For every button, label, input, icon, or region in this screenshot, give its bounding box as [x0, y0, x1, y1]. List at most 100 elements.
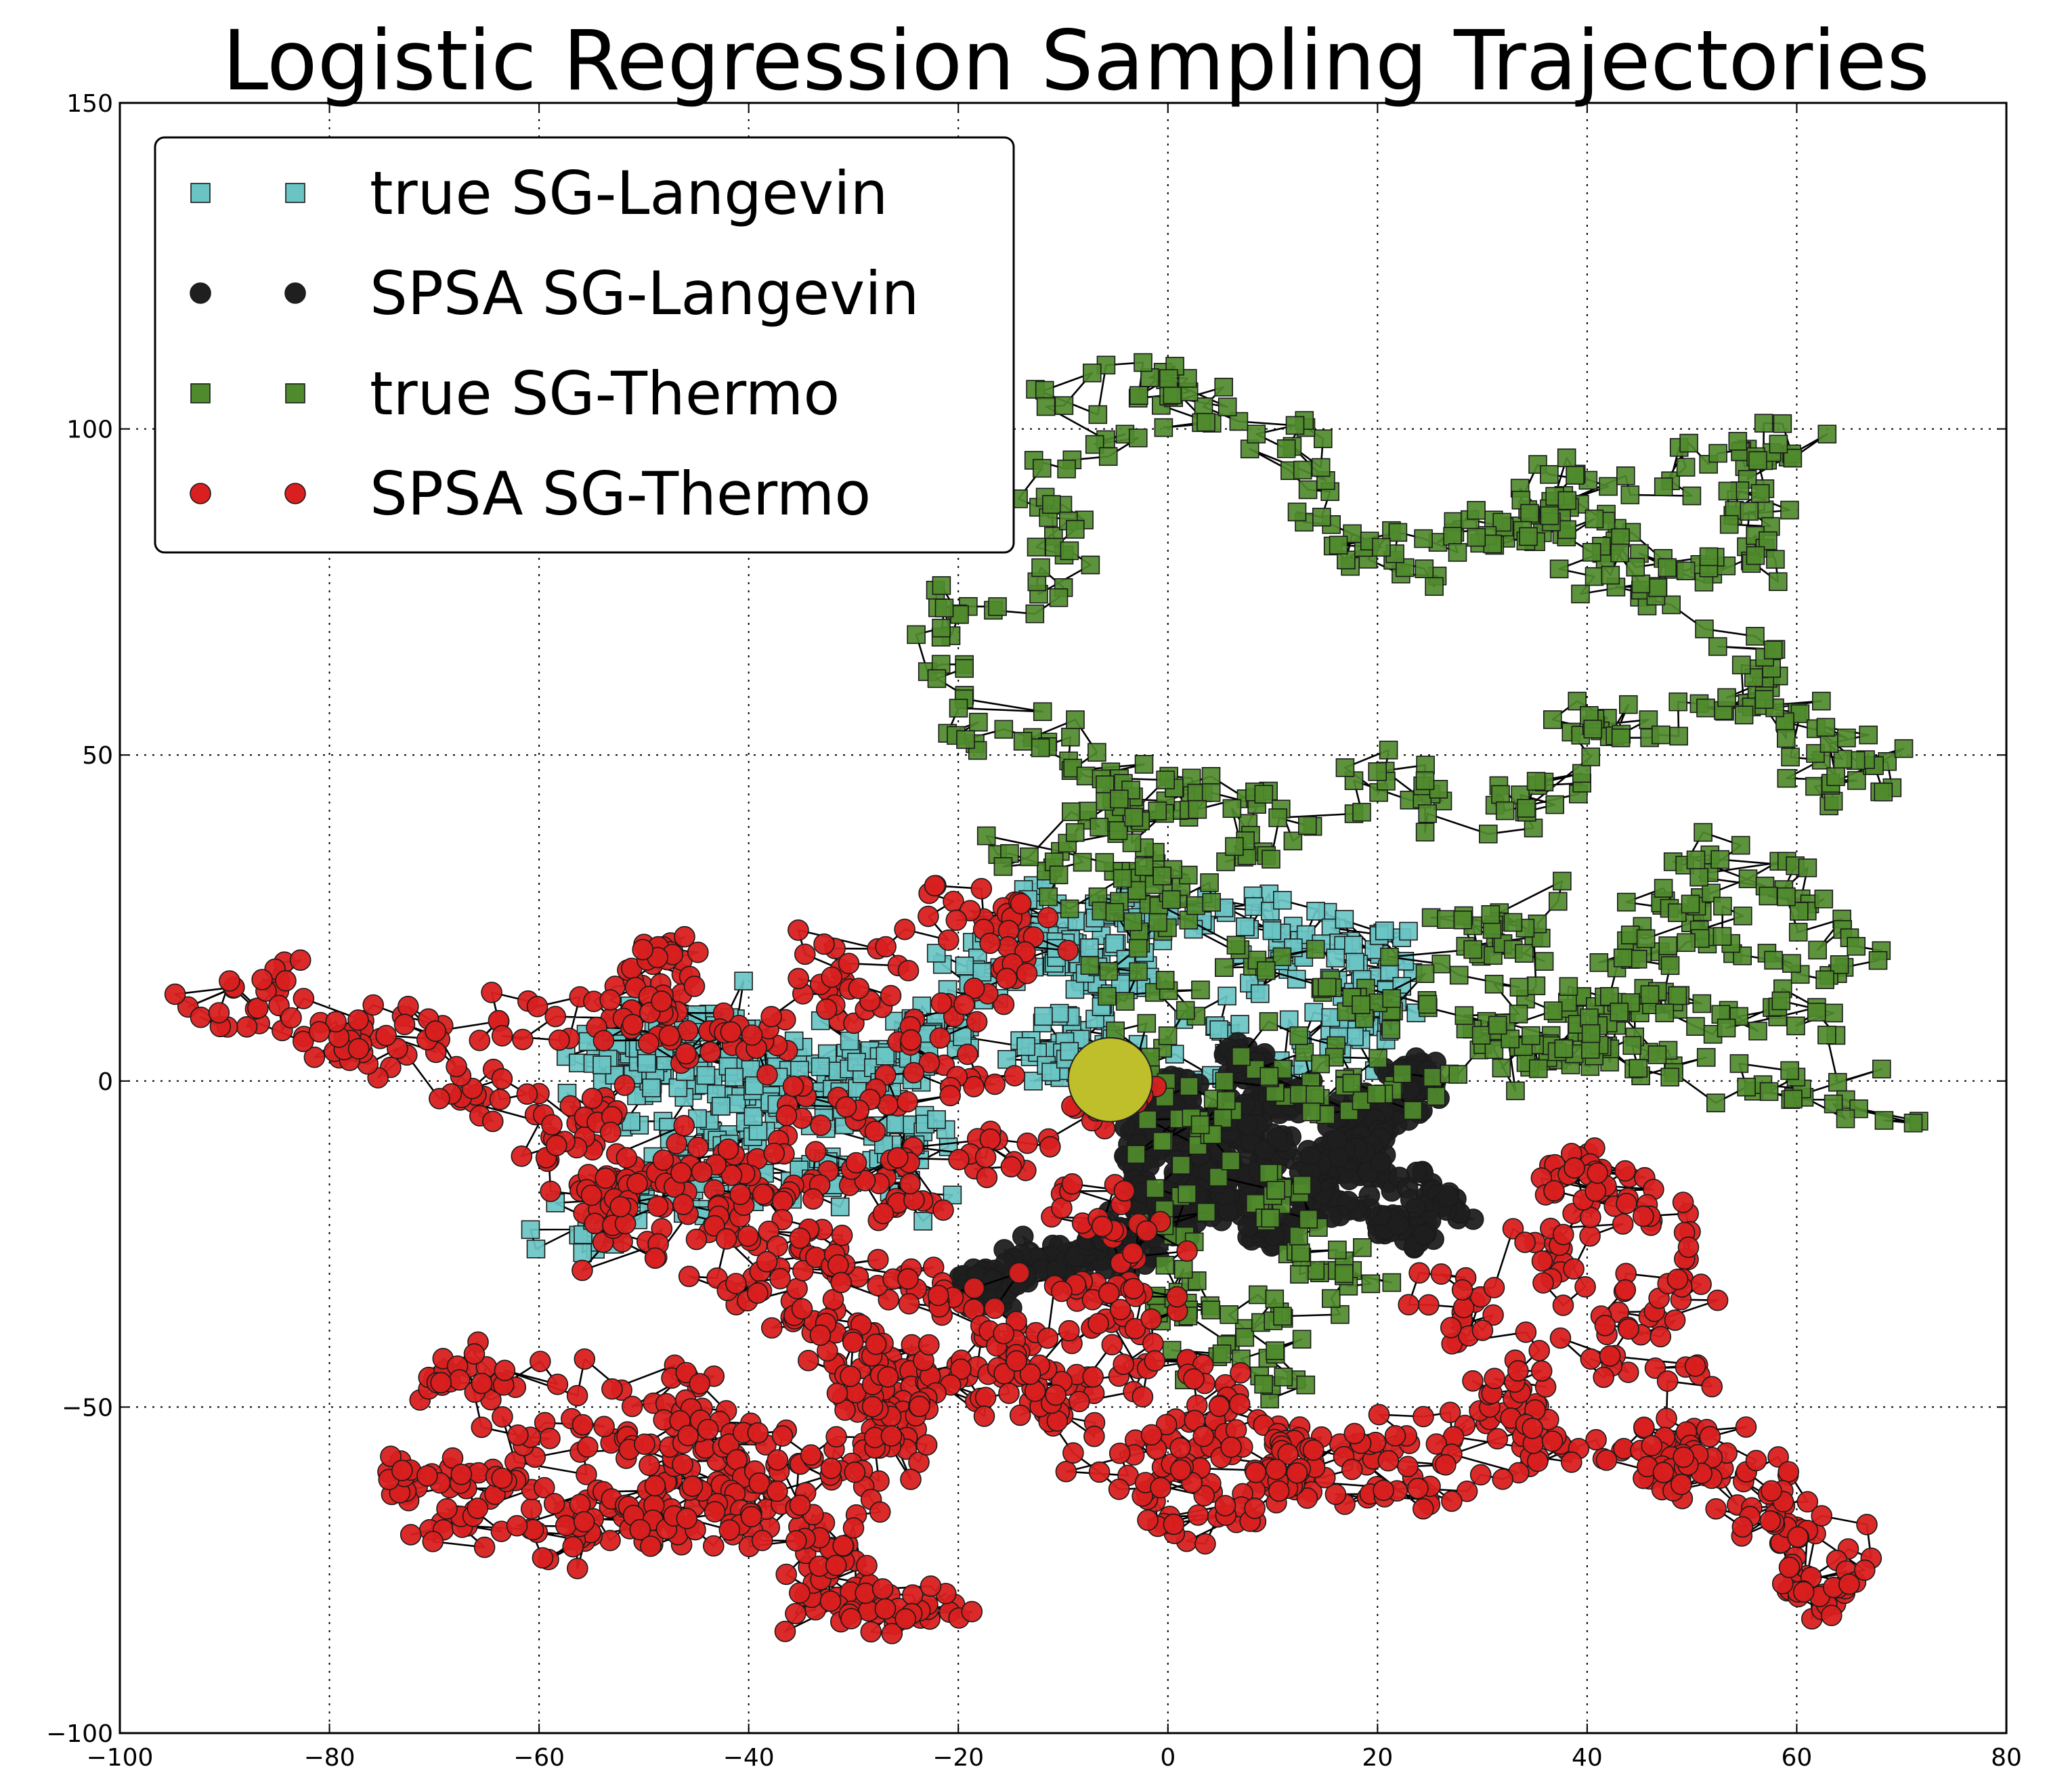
data-point: [599, 1121, 622, 1143]
data-point: [1154, 418, 1173, 437]
data-point: [1176, 1240, 1198, 1262]
data-point: [1098, 986, 1117, 1006]
data-point: [1526, 772, 1546, 791]
data-point: [469, 1030, 491, 1051]
data-point: [769, 1267, 791, 1290]
data-point: [1113, 1353, 1134, 1375]
data-point: [1681, 894, 1700, 914]
data-point: [1338, 1168, 1360, 1190]
x-tick-label: −20: [932, 1744, 984, 1772]
data-point: [1034, 1007, 1053, 1026]
data-point: [1173, 1260, 1193, 1279]
data-point: [581, 1087, 603, 1110]
data-point: [1754, 690, 1774, 709]
data-point: [1524, 818, 1543, 837]
data-point: [1583, 720, 1603, 739]
data-point: [400, 1524, 422, 1546]
start-point-marker: [1067, 1036, 1153, 1122]
data-point: [1033, 702, 1052, 721]
data-point: [1771, 991, 1791, 1011]
data-point: [969, 712, 988, 732]
data-point: [1156, 770, 1175, 789]
data-point: [1016, 1037, 1035, 1056]
data-point: [815, 998, 838, 1020]
data-point: [1140, 1308, 1162, 1330]
data-point: [1620, 925, 1640, 944]
data-point: [1599, 477, 1618, 496]
data-point: [840, 1031, 859, 1051]
data-point: [1322, 1289, 1341, 1308]
data-point: [599, 1529, 621, 1552]
data-point: [1128, 938, 1148, 958]
data-point: [1006, 1350, 1027, 1372]
data-point: [1209, 1167, 1228, 1187]
data-point: [973, 1405, 995, 1427]
data-point: [543, 1493, 565, 1514]
data-point: [599, 989, 622, 1011]
data-point: [436, 1498, 458, 1520]
data-point: [1134, 353, 1152, 372]
data-point: [1553, 871, 1572, 891]
data-point: [1782, 954, 1801, 973]
data-point: [1166, 1286, 1188, 1308]
data-point: [1894, 739, 1914, 758]
data-point: [1522, 1026, 1540, 1045]
legend-marker: [190, 483, 211, 504]
data-point: [1113, 1180, 1136, 1202]
data-point: [1201, 767, 1221, 786]
data-point: [1526, 976, 1546, 995]
data-point: [1805, 777, 1824, 796]
data-point: [520, 1498, 542, 1520]
data-point: [1272, 947, 1292, 967]
data-point: [1163, 1513, 1185, 1535]
data-point: [1230, 1362, 1251, 1384]
data-point: [876, 1047, 895, 1066]
data-point: [566, 1558, 588, 1579]
data-point: [463, 1343, 486, 1365]
data-point: [1016, 1132, 1038, 1154]
data-point: [725, 1273, 747, 1294]
legend-label: SPSA SG-Thermo: [370, 459, 871, 529]
data-point: [1671, 1473, 1692, 1495]
data-point: [574, 1225, 592, 1244]
data-point: [1679, 433, 1698, 453]
data-point: [929, 1027, 951, 1049]
data-point: [1080, 938, 1099, 957]
data-point: [809, 1324, 832, 1346]
data-point: [1049, 865, 1069, 885]
data-point: [1713, 896, 1732, 916]
data-point: [1110, 789, 1129, 809]
data-point: [767, 1449, 789, 1471]
data-point: [794, 943, 816, 965]
data-point: [800, 1444, 822, 1466]
data-point: [1150, 1477, 1171, 1499]
data-point: [1000, 1156, 1022, 1178]
data-point: [1228, 1393, 1251, 1415]
data-point: [956, 730, 975, 749]
data-point: [811, 1057, 830, 1076]
data-point: [1509, 1005, 1528, 1024]
data-point: [1814, 890, 1834, 909]
data-point: [422, 1531, 444, 1552]
data-point: [1265, 1458, 1287, 1481]
data-point: [506, 1514, 528, 1537]
data-point: [1387, 1214, 1410, 1236]
data-point: [1127, 1145, 1146, 1164]
data-point: [1648, 578, 1667, 597]
data-point: [932, 1199, 954, 1221]
data-point: [821, 966, 842, 988]
data-point: [555, 1514, 577, 1537]
data-point: [1218, 397, 1237, 416]
data-point: [1690, 1273, 1712, 1295]
data-point: [872, 1202, 895, 1225]
data-point: [1247, 424, 1266, 444]
data-point: [1676, 458, 1696, 477]
data-point: [512, 1028, 534, 1051]
data-point: [1123, 912, 1142, 932]
data-point: [847, 1053, 866, 1072]
data-point: [1171, 1156, 1191, 1175]
data-point: [1557, 520, 1576, 540]
data-point: [1306, 940, 1325, 959]
data-point: [1302, 1439, 1324, 1461]
